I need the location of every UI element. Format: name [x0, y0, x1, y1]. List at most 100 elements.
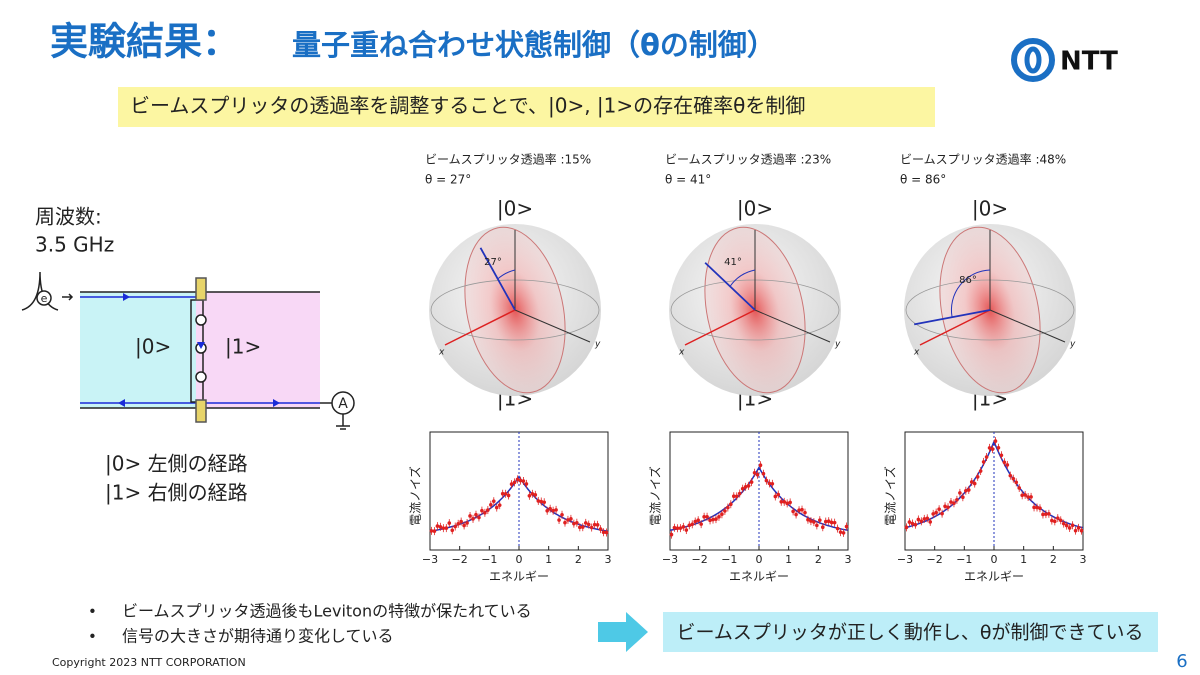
- bullet-dot: •: [88, 628, 97, 646]
- data-point: [940, 511, 944, 516]
- data-point: [809, 519, 813, 523]
- data-point: [690, 522, 695, 527]
- bullet-1: 信号の大きさが期待通り変化している: [122, 627, 394, 646]
- data-point: [711, 517, 715, 522]
- data-point: [1014, 480, 1019, 485]
- data-point: [696, 518, 700, 523]
- data-point: [841, 531, 846, 535]
- transmission: ビームスプリッタ透過率 :23%: [665, 152, 831, 167]
- bullet-dot: •: [88, 603, 97, 621]
- data-point: [527, 493, 532, 498]
- data-point: [1011, 476, 1016, 481]
- data-point: [699, 522, 703, 526]
- data-point: [572, 521, 576, 526]
- data-point: [604, 530, 609, 535]
- x-tick-label: −3: [662, 553, 678, 566]
- data-point: [456, 522, 460, 526]
- data-point: [480, 508, 484, 513]
- data-point: [958, 491, 962, 495]
- data-point: [450, 528, 455, 533]
- data-point: [726, 505, 730, 510]
- data-point: [937, 507, 941, 512]
- data-point: [925, 516, 930, 521]
- data-point: [557, 518, 561, 522]
- angle-label: 41°: [724, 257, 742, 268]
- conclusion-box: [663, 612, 1158, 652]
- x-tick-label: 0: [756, 553, 763, 566]
- angle-label: 27°: [484, 257, 502, 268]
- circuit: [21, 271, 355, 430]
- data-point: [1026, 495, 1030, 499]
- data-point: [684, 528, 689, 532]
- data-point: [740, 486, 745, 491]
- data-point: [521, 479, 526, 483]
- data-point: [806, 517, 810, 522]
- x-label: エネルギー: [964, 570, 1024, 584]
- data-point: [907, 520, 912, 524]
- y-label: 電流ノイズ: [883, 466, 898, 526]
- y-axis: [989, 309, 1066, 343]
- data-point: [823, 519, 828, 524]
- data-point: [919, 519, 924, 524]
- data-point: [539, 499, 544, 504]
- data-point: [949, 500, 953, 504]
- data-point: [1032, 505, 1036, 510]
- data-point: [1020, 493, 1024, 498]
- data-point: [791, 509, 795, 514]
- data-point: [755, 472, 760, 477]
- data-point: [491, 499, 496, 504]
- data-point: [838, 530, 843, 534]
- axis-x: x: [678, 348, 685, 358]
- data-point: [1076, 526, 1081, 530]
- x-tick-label: 3: [845, 553, 852, 566]
- data-point: [734, 494, 739, 499]
- title-sub: 量子重ね合わせ状態制御（θの制御）: [292, 28, 776, 62]
- data-point: [1064, 523, 1069, 528]
- x-tick-label: 0: [516, 553, 523, 566]
- data-point: [524, 482, 529, 486]
- x-axis: [444, 309, 516, 346]
- data-point: [489, 503, 493, 507]
- x-tick-label: 3: [605, 553, 612, 566]
- data-point: [509, 482, 514, 486]
- data-point: [797, 508, 801, 513]
- axis-y: y: [594, 340, 601, 350]
- data-point: [800, 507, 804, 512]
- data-point: [832, 520, 837, 525]
- data-point: [500, 491, 505, 496]
- data-point: [459, 519, 463, 524]
- title: 実験結果：: [50, 20, 240, 64]
- data-point: [575, 520, 579, 525]
- x-axis: [919, 309, 991, 346]
- conclusion: ビームスプリッタが正しく動作し、θが制御できている: [676, 622, 1143, 644]
- data-point: [1050, 518, 1054, 523]
- arrow: [598, 612, 648, 652]
- x-tick-label: −1: [721, 553, 737, 566]
- data-point: [829, 520, 834, 525]
- angle-arc: [729, 269, 756, 287]
- data-point: [1073, 528, 1078, 533]
- data-point: [743, 485, 748, 489]
- data-point: [717, 515, 721, 519]
- data-point: [578, 525, 582, 530]
- data-point: [592, 522, 597, 527]
- data-point: [785, 501, 789, 506]
- data-point: [432, 529, 437, 533]
- data-point: [812, 520, 816, 524]
- data-point: [705, 515, 709, 519]
- data-point: [471, 517, 475, 521]
- data-point: [746, 484, 751, 488]
- x-tick-label: −2: [452, 553, 468, 566]
- data-point: [1079, 528, 1084, 533]
- data-point: [788, 500, 792, 505]
- data-point: [844, 524, 849, 529]
- x-tick-label: −1: [956, 553, 972, 566]
- data-point: [598, 527, 603, 531]
- data-point: [749, 480, 754, 484]
- data-point: [904, 525, 909, 530]
- data-point: [987, 446, 992, 450]
- data-point: [583, 521, 588, 525]
- angle-label: 86°: [959, 275, 977, 286]
- data-point: [494, 505, 499, 510]
- x-tick-label: 2: [815, 553, 822, 566]
